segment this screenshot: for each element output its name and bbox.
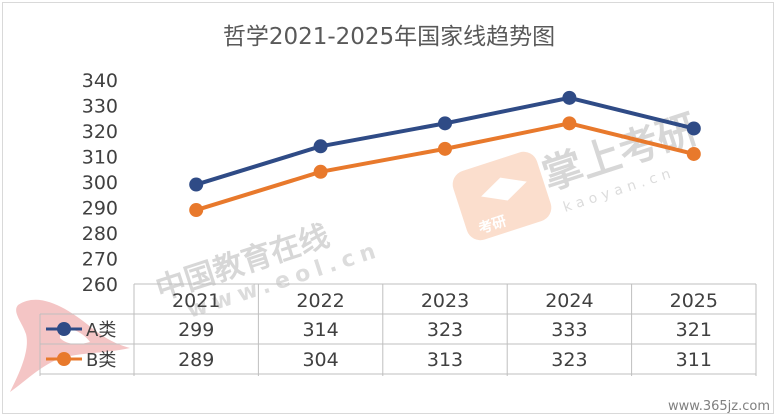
kaoyan-badge-icon: 考研 xyxy=(452,151,552,241)
chart-title: 哲学2021-2025年国家线趋势图 xyxy=(223,24,555,50)
data-point xyxy=(686,146,701,161)
y-tick-label: 310 xyxy=(82,147,118,169)
y-tick-label: 280 xyxy=(82,223,118,245)
data-point xyxy=(562,116,577,131)
x-tick-label: 2023 xyxy=(421,290,469,312)
data-point xyxy=(189,177,204,192)
data-table-value: 323 xyxy=(551,349,587,371)
data-point xyxy=(562,90,577,105)
data-table-value: 289 xyxy=(178,349,214,371)
data-point xyxy=(686,121,701,136)
x-tick-label: 2021 xyxy=(172,290,220,312)
y-tick-label: 340 xyxy=(82,70,118,92)
legend-key-marker xyxy=(57,322,71,336)
legend-label: A类 xyxy=(86,320,116,341)
data-point xyxy=(438,116,452,131)
site-url-watermark: www.365jz.com xyxy=(668,399,770,414)
data-table-value: 313 xyxy=(427,349,463,371)
y-tick-label: 330 xyxy=(82,96,118,118)
data-table-value: 321 xyxy=(676,319,712,341)
data-table-value: 333 xyxy=(551,319,587,341)
chart-frame xyxy=(2,2,774,414)
x-tick-label: 2025 xyxy=(670,290,718,312)
y-tick-label: 290 xyxy=(82,198,118,220)
data-point xyxy=(313,164,328,179)
data-table-value: 314 xyxy=(302,319,338,341)
y-axis: 260 270 280 290 300 310 320 330 340 xyxy=(82,70,118,296)
x-tick-label: 2022 xyxy=(296,290,344,312)
data-point xyxy=(189,203,204,218)
y-tick-label: 270 xyxy=(82,249,118,271)
data-point xyxy=(438,141,452,156)
data-point xyxy=(313,139,328,154)
data-table-value: 323 xyxy=(427,319,463,341)
y-tick-label: 320 xyxy=(82,121,118,143)
data-table-value: 304 xyxy=(302,349,338,371)
series-lines xyxy=(189,90,701,218)
x-tick-label: 2024 xyxy=(545,290,593,312)
y-tick-label: 260 xyxy=(82,274,118,296)
data-table-value: 311 xyxy=(676,349,712,371)
data-table: 2021 2022 2023 2024 2025 A类 299 314 323 333 321 B类 2… xyxy=(39,283,757,376)
data-table-value: 299 xyxy=(178,319,214,341)
legend-key-marker xyxy=(57,352,71,366)
legend-label: B类 xyxy=(86,350,116,371)
y-tick-label: 300 xyxy=(82,172,118,194)
